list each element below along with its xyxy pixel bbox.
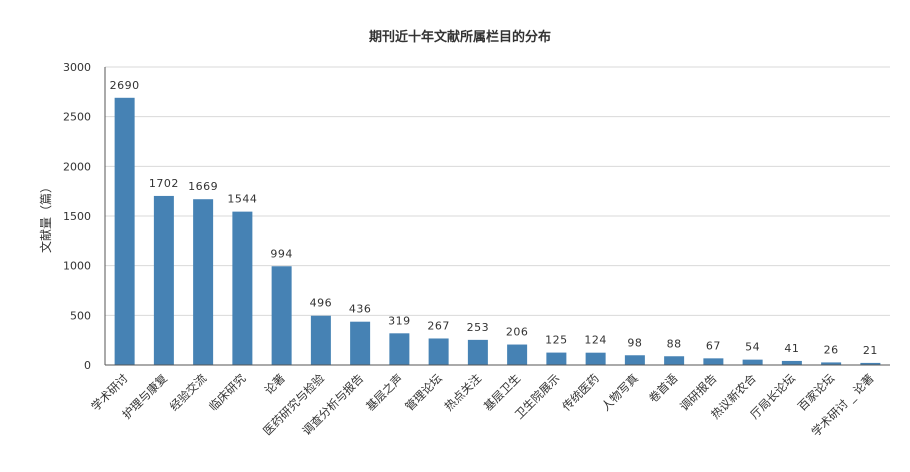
bar	[821, 362, 842, 365]
bar	[389, 333, 410, 365]
data-label: 1669	[188, 180, 218, 193]
bar	[624, 355, 645, 365]
y-axis-label: 文献量（篇）	[38, 181, 53, 253]
y-tick-label: 2500	[63, 111, 91, 124]
bar	[153, 195, 174, 365]
data-label: 98	[627, 336, 642, 349]
y-tick-label: 3000	[63, 61, 91, 74]
y-tick-label: 500	[70, 309, 91, 322]
bar	[703, 358, 724, 365]
data-label: 124	[584, 334, 607, 347]
data-label: 21	[863, 344, 878, 357]
x-tick-label: 热点关注	[442, 371, 485, 414]
y-tick-label: 2000	[63, 160, 91, 173]
y-tick-label: 1500	[63, 210, 91, 223]
data-labels: 2690 1702 1669 1544 994 496 436 319 267 253 206 125…	[110, 79, 878, 357]
x-tick-label: 经验交流	[167, 371, 210, 414]
bar	[232, 211, 253, 365]
data-label: 26	[824, 343, 839, 356]
bar	[781, 360, 802, 365]
bar	[350, 321, 371, 365]
y-tick-label: 0	[84, 359, 91, 372]
data-label: 253	[467, 321, 490, 334]
bar	[114, 97, 135, 365]
data-label: 1544	[227, 193, 257, 206]
y-tick-label: 1000	[63, 260, 91, 273]
data-label: 267	[427, 319, 450, 332]
data-label: 41	[784, 342, 799, 355]
data-label: 67	[706, 339, 721, 352]
x-tick-label: 临床研究	[206, 371, 249, 414]
y-axis-ticks: 0 500 1000 1500 2000 2500 3000	[63, 61, 91, 372]
x-tick-label: 论著	[262, 371, 288, 397]
data-label: 496	[310, 297, 333, 310]
x-tick-label: 传统医药	[559, 371, 601, 413]
data-label: 994	[270, 247, 293, 260]
bar	[271, 266, 292, 365]
x-tick-label: 卷首语	[646, 371, 681, 406]
data-label: 436	[349, 303, 372, 316]
data-label: 319	[388, 314, 411, 327]
bar	[664, 356, 685, 365]
data-label: 2690	[110, 79, 140, 92]
bar	[546, 352, 567, 365]
chart-title: 期刊近十年文献所属栏目的分布	[369, 29, 551, 45]
data-label: 88	[667, 337, 682, 350]
x-tick-label: 基层之声	[363, 371, 405, 413]
axes	[104, 67, 890, 366]
x-tick-label: 管理论坛	[402, 371, 445, 414]
bar	[428, 338, 449, 365]
bar	[193, 199, 214, 365]
bar	[585, 352, 606, 365]
bar	[860, 362, 881, 365]
bars	[114, 97, 881, 365]
bar	[507, 344, 528, 365]
data-label: 1702	[149, 177, 179, 190]
x-tick-label: 人物写真	[599, 371, 641, 413]
data-label: 125	[545, 334, 568, 347]
data-label: 206	[506, 326, 529, 339]
grid-lines	[105, 66, 890, 316]
bar	[310, 315, 331, 365]
bar	[742, 359, 763, 365]
bar	[467, 339, 488, 365]
data-label: 54	[745, 341, 760, 354]
